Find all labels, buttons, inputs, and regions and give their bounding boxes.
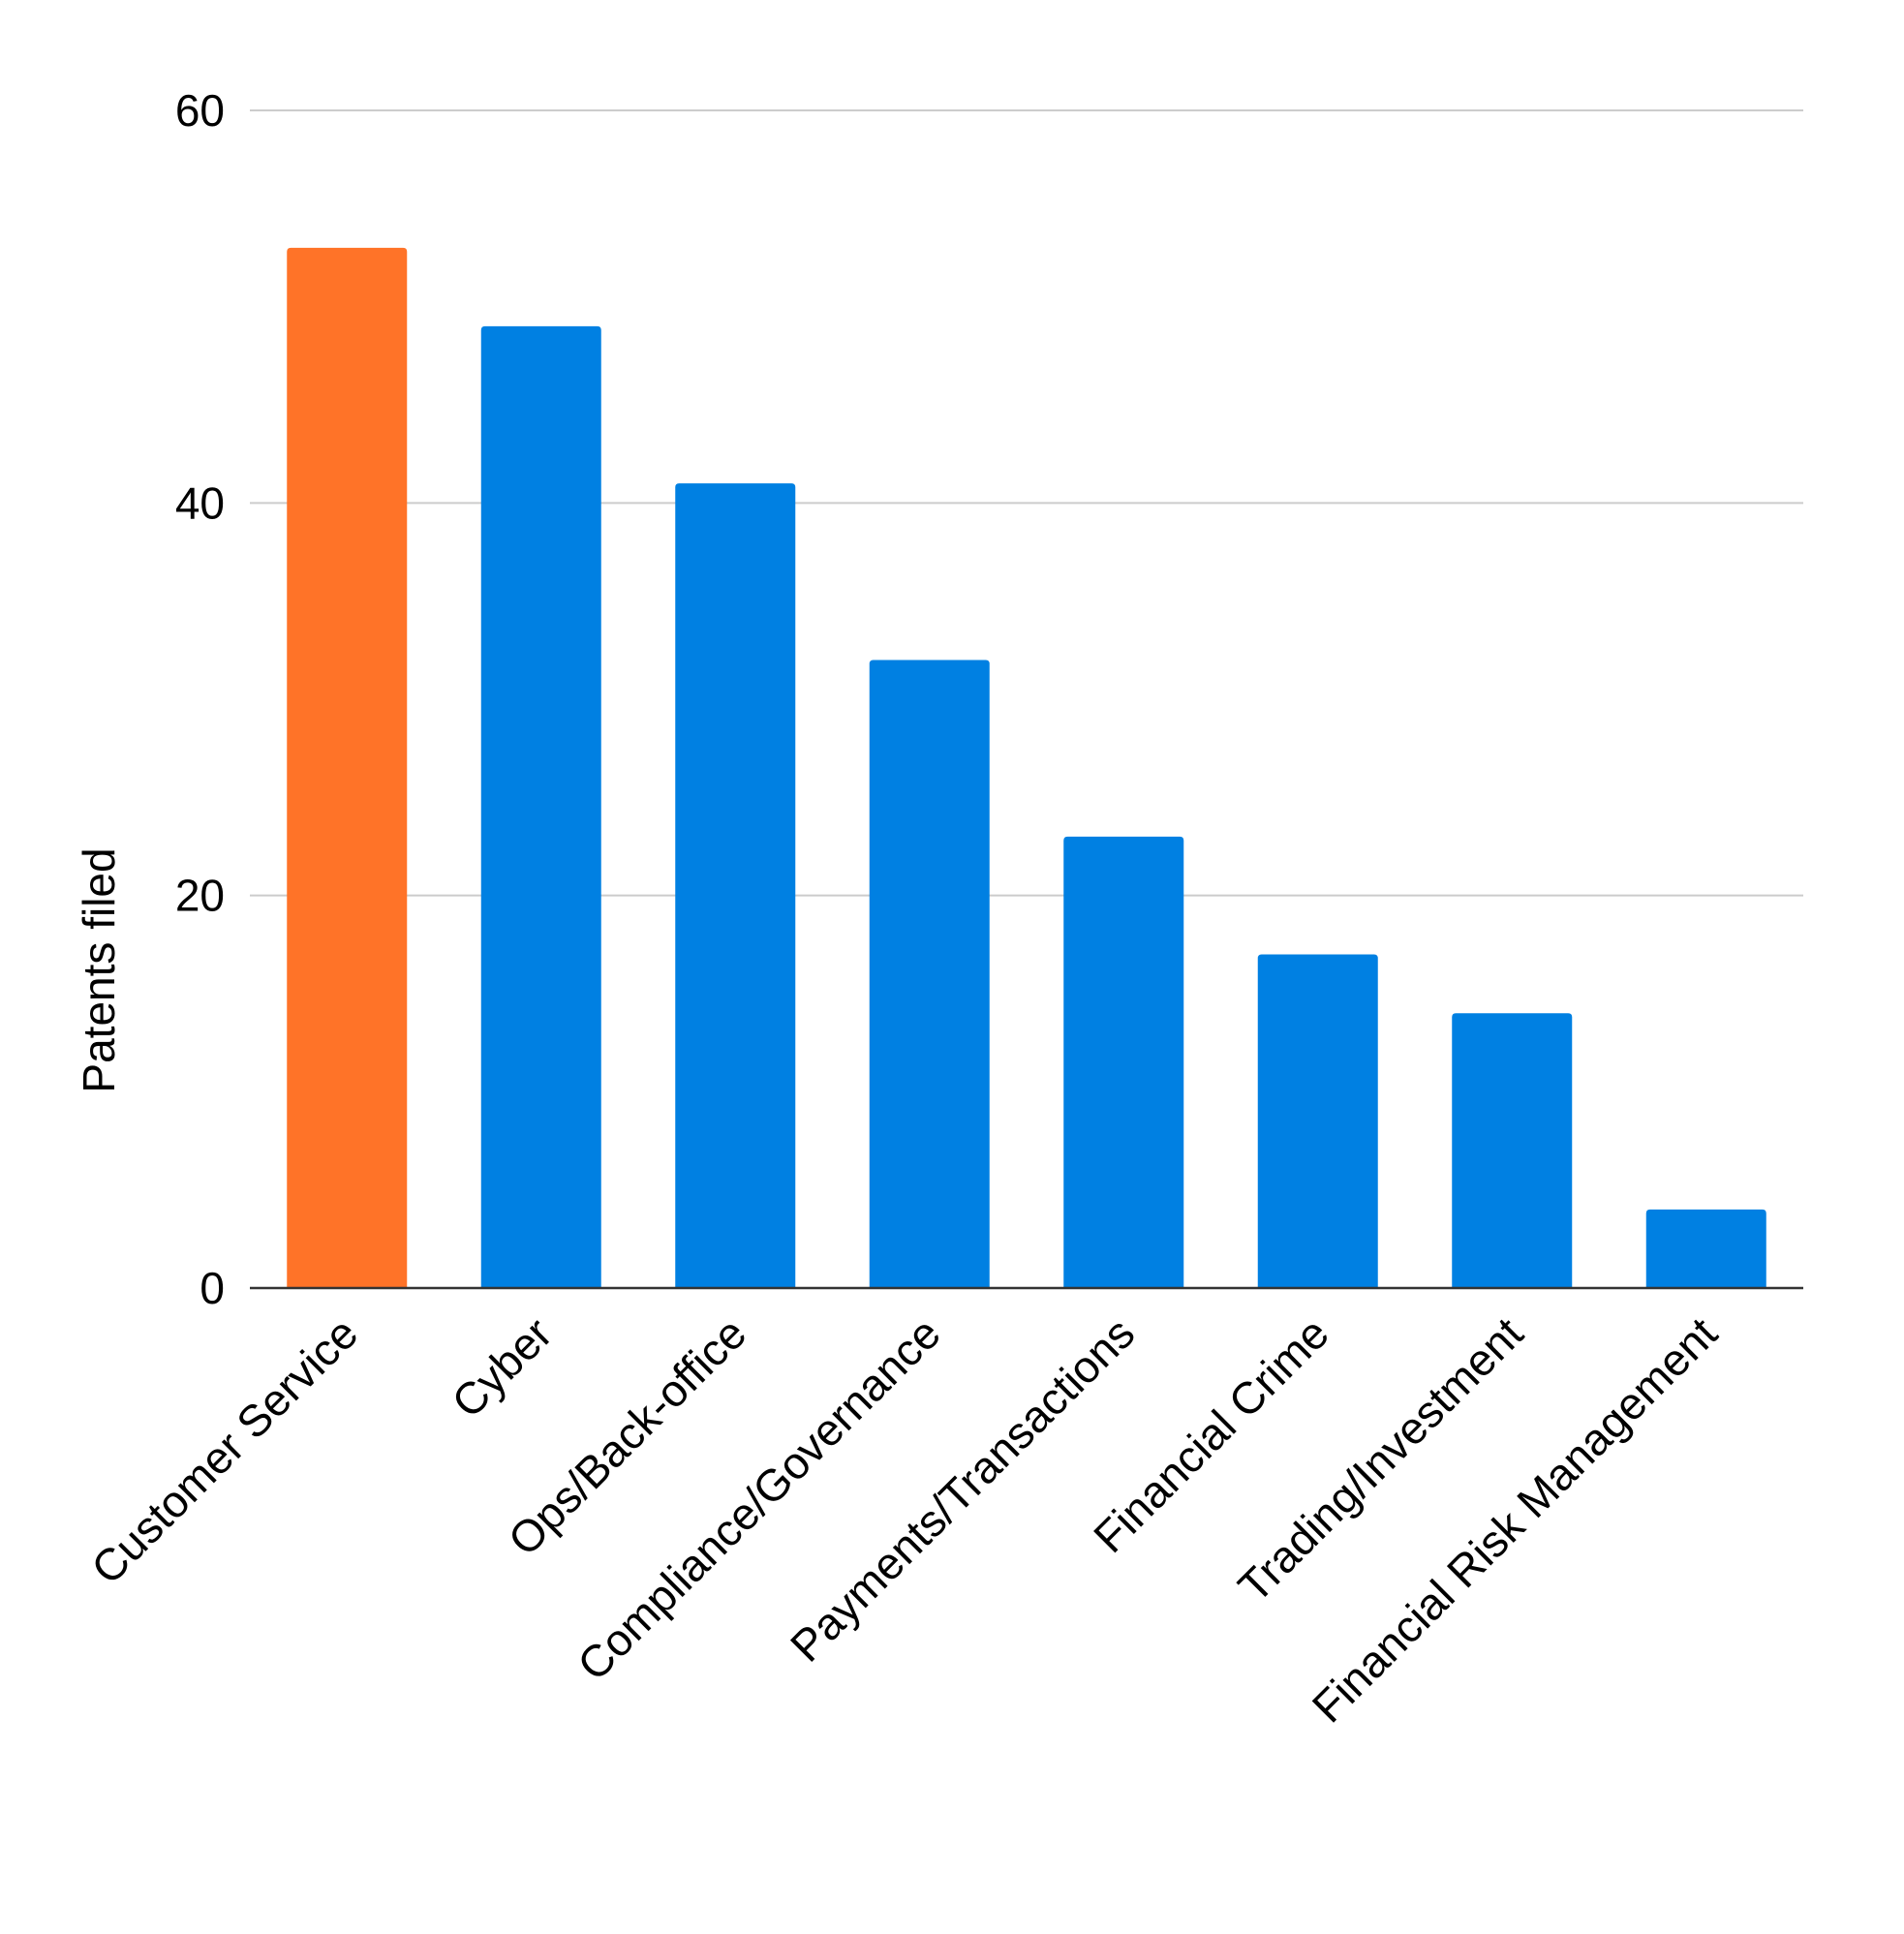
x-category-label: Financial Risk Management — [1303, 1307, 1727, 1732]
bar — [480, 325, 601, 1288]
bar — [1257, 954, 1378, 1288]
bar — [1645, 1209, 1766, 1288]
bar — [1452, 1013, 1573, 1288]
y-tick-label: 40 — [175, 477, 225, 528]
y-tick-label: 60 — [175, 85, 225, 136]
y-tick-label: 20 — [175, 871, 225, 921]
y-tick-label: 0 — [200, 1263, 225, 1313]
bar — [869, 660, 990, 1288]
y-axis-ticks: 0 20 40 60 — [175, 85, 225, 1313]
x-category-label: Cyber — [442, 1307, 562, 1427]
x-category-label: Compliance/Governance — [568, 1307, 950, 1690]
bars — [287, 247, 1766, 1289]
bar — [675, 483, 796, 1289]
y-axis-title: Patents filed — [74, 847, 124, 1092]
bar — [287, 247, 408, 1288]
x-category-label: Payments/Transactions — [781, 1307, 1144, 1671]
bar — [1063, 836, 1184, 1288]
x-category-label: Customer Service — [81, 1307, 367, 1593]
x-axis-category-labels: Customer Service CyberOps/Back-officeComp… — [81, 1307, 1727, 1732]
